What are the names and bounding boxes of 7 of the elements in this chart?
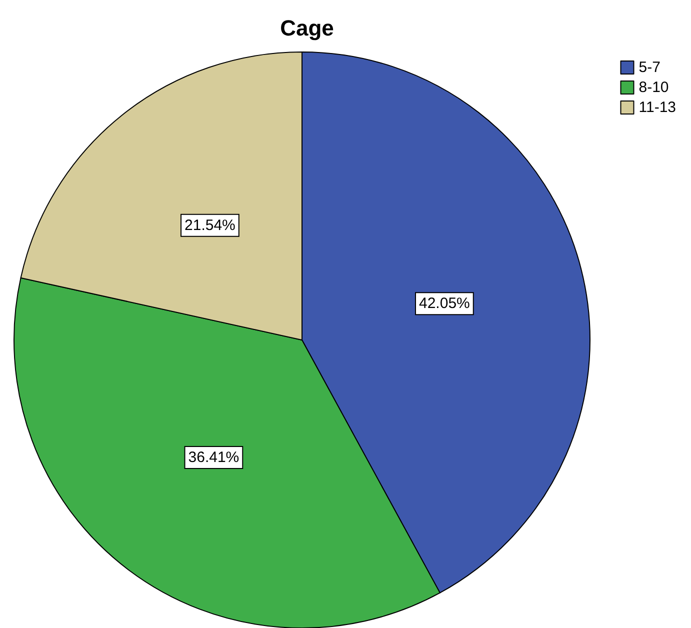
legend-label: 8-10 (638, 79, 669, 96)
legend-label: 11-13 (638, 99, 676, 116)
data-label: 36.41% (188, 449, 240, 466)
data-label: 21.54% (184, 216, 236, 234)
legend-label: 5-7 (638, 59, 660, 76)
chart-title: Cage (280, 16, 334, 40)
data-label: 42.05% (419, 295, 470, 312)
